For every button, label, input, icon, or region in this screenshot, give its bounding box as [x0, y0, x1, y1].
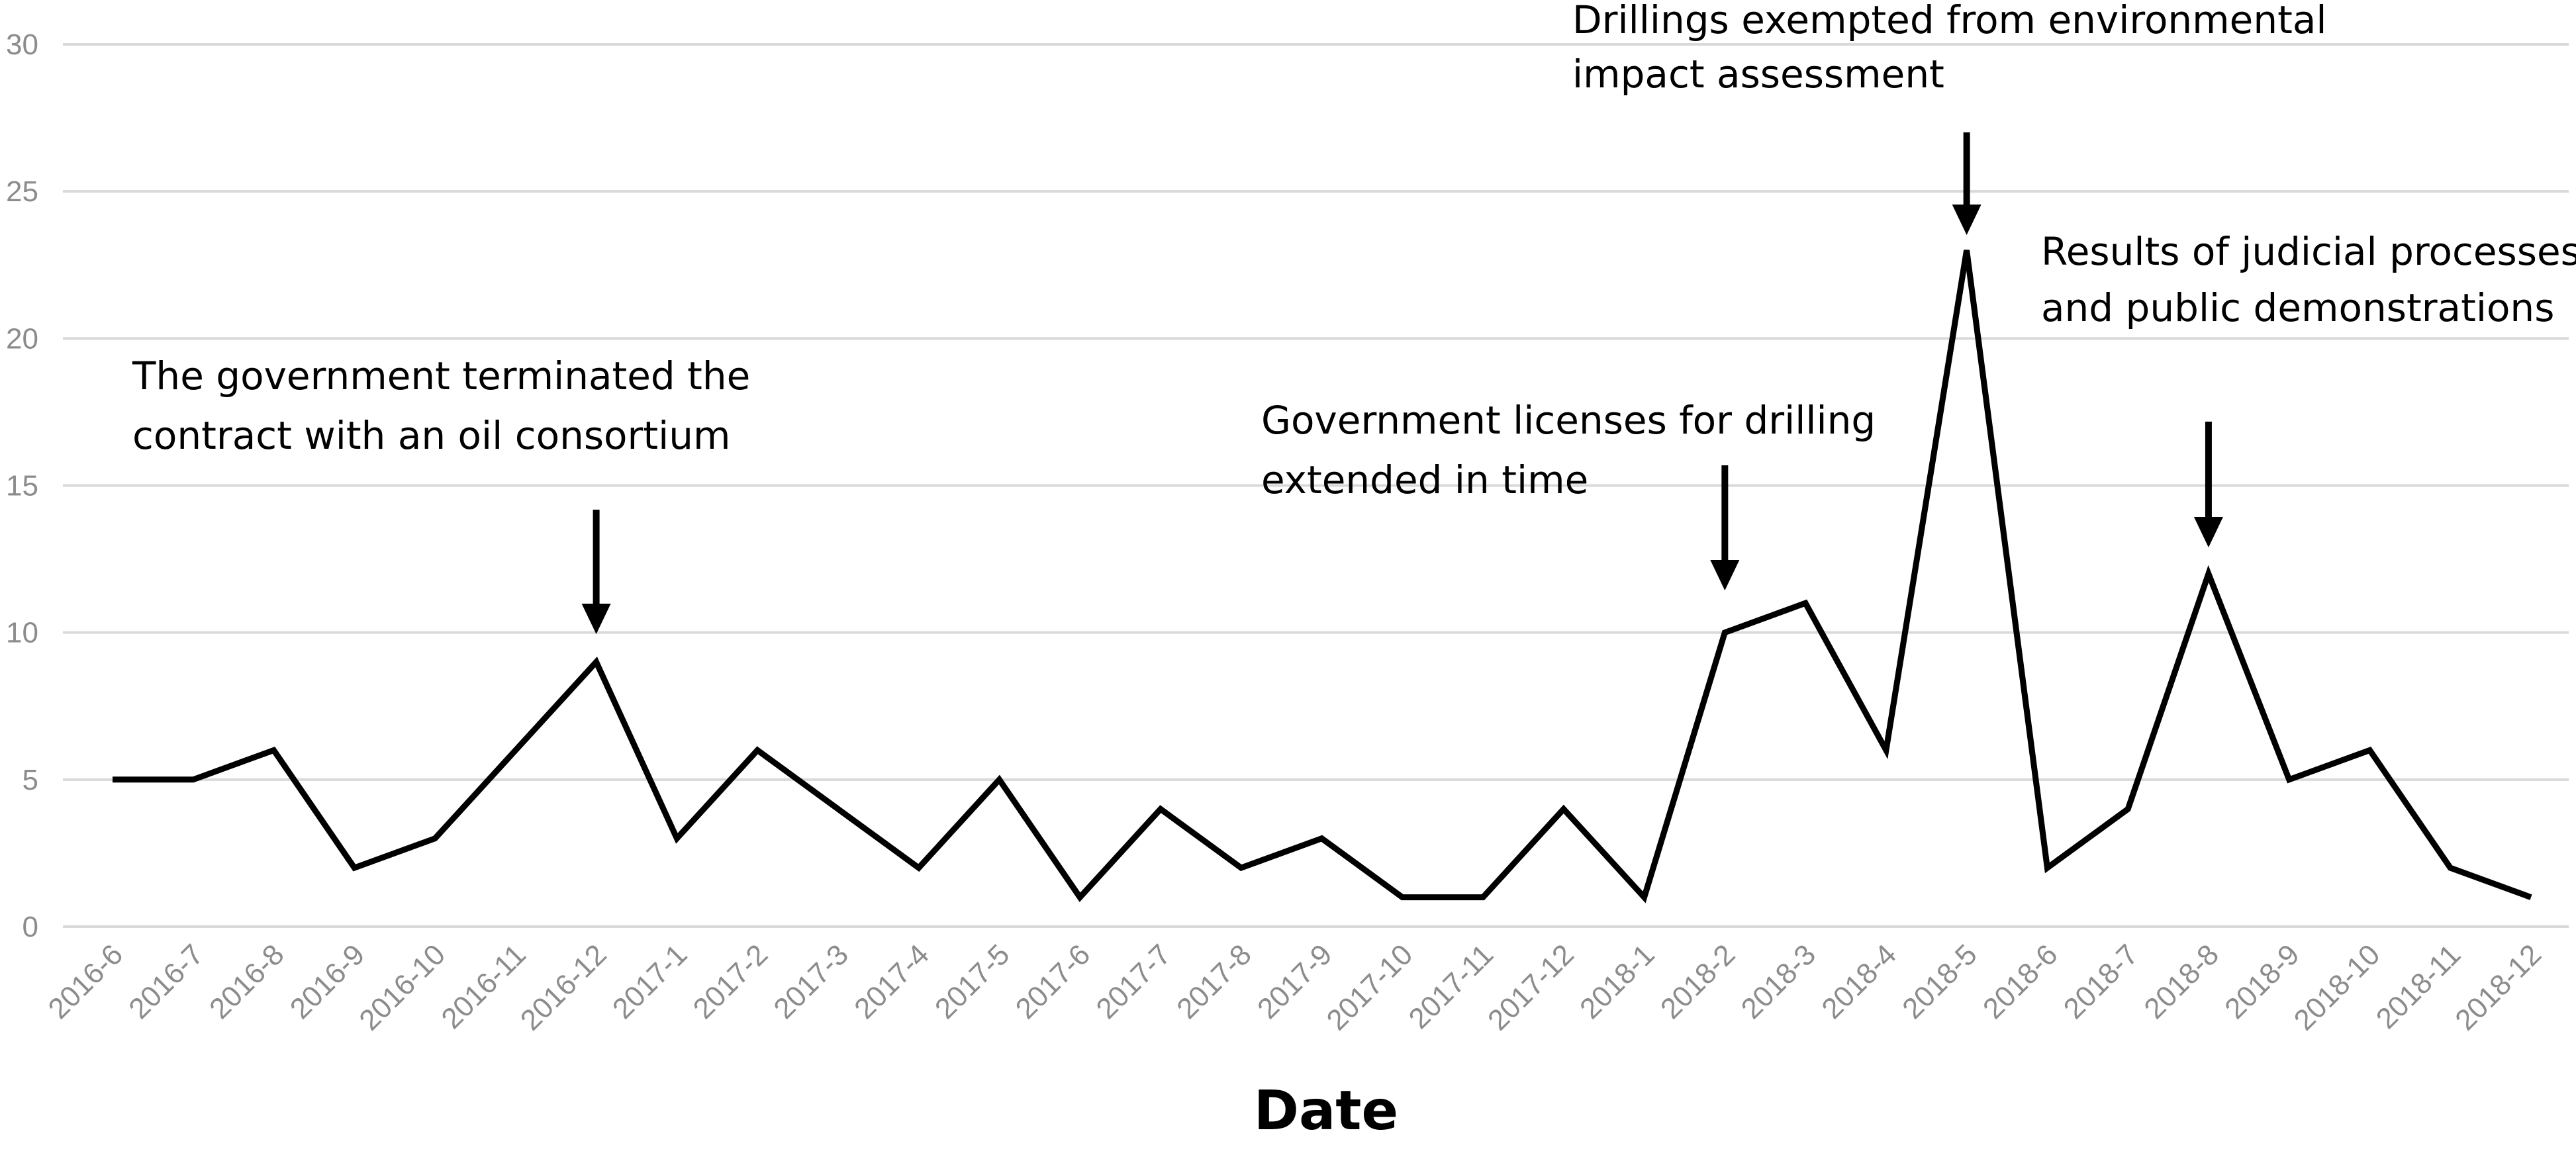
annotation-text: extended in time [1261, 457, 1588, 502]
x-tick-label: 2017-10 [1321, 938, 1419, 1037]
annotation: Government licenses for drilling extended… [1261, 398, 1876, 590]
annotation: The government terminated the contract wi… [132, 353, 750, 634]
x-tick-label: 2017-1 [606, 938, 694, 1025]
x-tick-label: 2016-10 [353, 938, 452, 1037]
x-tick-label: 2017-8 [1170, 938, 1258, 1025]
gridlines [63, 43, 2569, 928]
x-tick-label: 2017-6 [1010, 938, 1097, 1025]
y-tick-label: 10 [6, 617, 38, 649]
x-tick-label: 2018-4 [1815, 938, 1903, 1025]
y-tick-label: 20 [6, 322, 38, 355]
x-tick-label: 2018-5 [1896, 938, 1983, 1025]
x-axis-ticks: 2016-62016-72016-82016-92016-102016-1120… [42, 938, 2548, 1037]
y-tick-label: 25 [6, 175, 38, 208]
x-tick-label: 2017-7 [1090, 938, 1178, 1025]
annotation-text: impact assessment [1572, 52, 1944, 97]
x-axis-label: Date [1254, 1080, 1398, 1142]
annotation-arrow-head [1952, 205, 1981, 235]
annotation-arrow-head [1710, 560, 1740, 590]
x-tick-label: 2016-12 [514, 938, 613, 1037]
x-tick-label: 2017-3 [767, 938, 855, 1025]
x-tick-label: 2017-11 [1403, 938, 1500, 1035]
annotation: Results of judicial processes and public … [2041, 229, 2576, 547]
x-tick-label: 2017-12 [1482, 938, 1580, 1037]
y-tick-label: 0 [23, 911, 38, 943]
annotation-text: Government licenses for drilling [1261, 398, 1876, 443]
x-tick-label: 2016-11 [435, 938, 532, 1035]
y-tick-label: 5 [23, 764, 38, 796]
x-tick-label: 2018-1 [1574, 938, 1661, 1025]
annotations: The government terminated the contract wi… [132, 0, 2576, 634]
annotation-arrow-head [581, 604, 611, 634]
annotation-text: and public demonstrations [2041, 285, 2554, 330]
x-tick-label: 2018-3 [1735, 938, 1823, 1025]
series [113, 250, 2532, 904]
x-tick-label: 2018-8 [2138, 938, 2225, 1025]
x-tick-label: 2017-2 [687, 938, 775, 1025]
annotation-text: contract with an oil consortium [132, 413, 731, 458]
series-line [113, 250, 2532, 904]
annotation-text: Drillings exempted from environmental [1572, 0, 2327, 42]
y-tick-label: 15 [6, 470, 38, 502]
x-tick-label: 2017-5 [929, 938, 1016, 1025]
x-tick-label: 2016-7 [122, 938, 210, 1025]
x-tick-label: 2018-10 [2288, 938, 2387, 1037]
x-tick-label: 2018-12 [2449, 938, 2548, 1037]
annotation-text: Results of judicial processes [2041, 229, 2576, 274]
annotation-text: The government terminated the [132, 353, 750, 398]
x-tick-label: 2018-6 [1977, 938, 2064, 1025]
x-tick-label: 2018-2 [1654, 938, 1742, 1025]
y-axis-ticks: 0 5 10 15 20 25 30 [6, 28, 38, 943]
x-tick-label: 2016-6 [42, 938, 130, 1025]
annotation-arrow-head [2193, 517, 2223, 547]
x-tick-label: 2018-7 [2058, 938, 2145, 1025]
annotation: Drillings exempted from environmental imp… [1572, 0, 2327, 235]
x-tick-label: 2017-4 [848, 938, 935, 1025]
y-tick-label: 30 [6, 28, 38, 61]
x-tick-label: 2016-8 [203, 938, 291, 1025]
x-tick-label: 2018-11 [2370, 938, 2467, 1035]
